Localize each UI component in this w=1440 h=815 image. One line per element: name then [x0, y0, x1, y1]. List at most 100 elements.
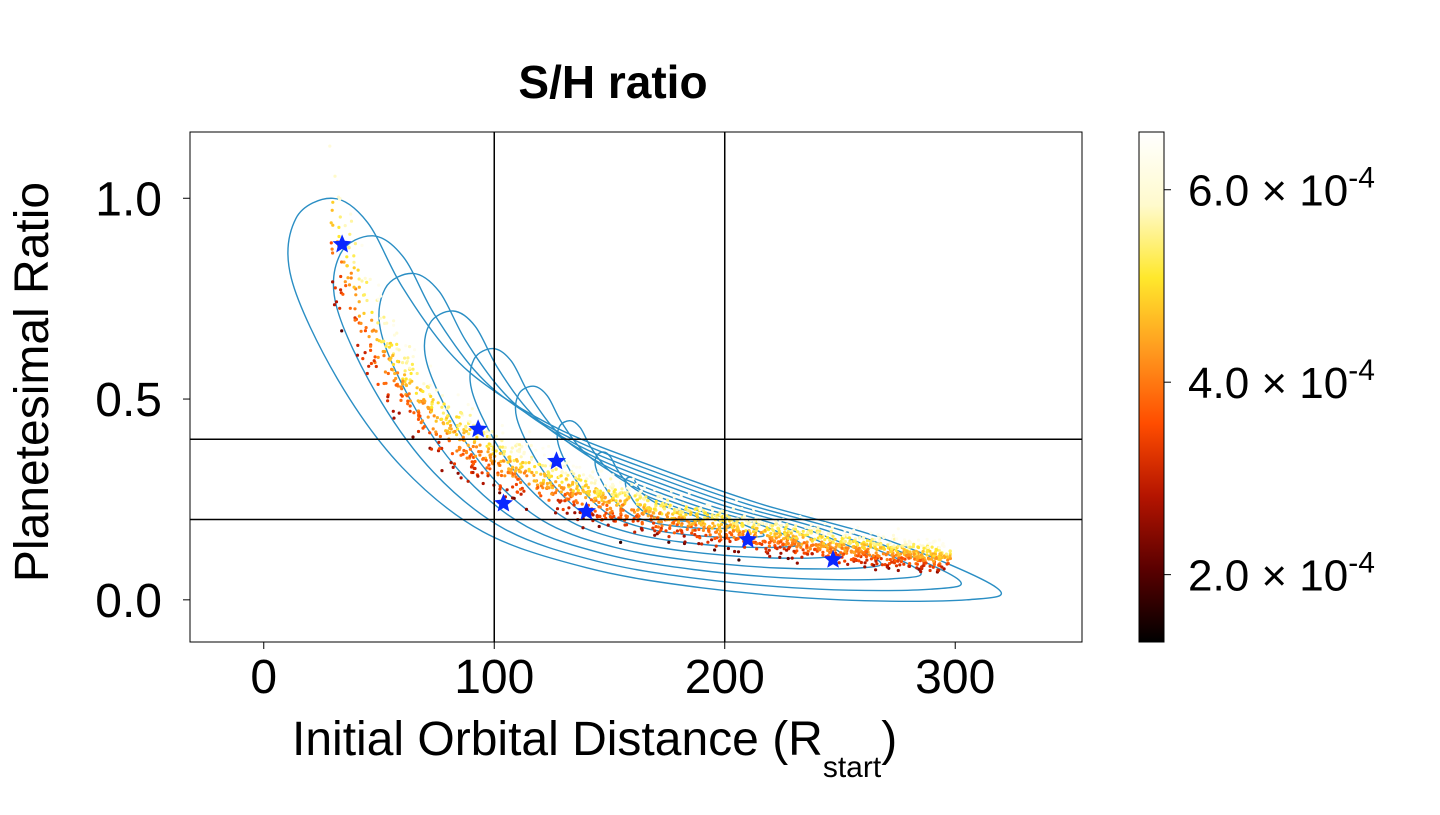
scatter-point [468, 413, 472, 417]
scatter-point [512, 459, 516, 463]
scatter-point [937, 538, 942, 542]
scatter-point [935, 548, 939, 552]
scatter-point [919, 570, 923, 574]
scatter-point [638, 496, 642, 500]
scatter-point [735, 498, 739, 502]
scatter-point [872, 563, 876, 568]
scatter-point [816, 525, 820, 530]
scatter-point [891, 533, 896, 538]
scatter-point [639, 489, 643, 493]
scatter-point [716, 523, 720, 527]
scatter-point [829, 529, 833, 533]
scatter-point [392, 333, 397, 337]
scatter-point [525, 474, 529, 478]
scatter-point [908, 562, 912, 566]
scatter-point [879, 543, 883, 547]
scatter-point [621, 503, 625, 507]
scatter-point [435, 388, 439, 392]
scatter-point [478, 443, 482, 447]
scatter-point [355, 353, 360, 357]
scatter-point [688, 512, 693, 517]
scatter-point [659, 504, 664, 508]
scatter-point [498, 484, 502, 488]
scatter-point [434, 430, 438, 434]
highlight-star-marker [494, 493, 513, 512]
scatter-point [839, 551, 843, 555]
scatter-point [760, 521, 764, 525]
scatter-point [907, 542, 911, 546]
scatter-point [786, 542, 790, 546]
scatter-point [369, 348, 373, 352]
scatter-point [379, 294, 383, 298]
scatter-point [701, 528, 706, 533]
scatter-point [399, 385, 403, 389]
contour-line-level-3 [378, 272, 922, 581]
scatter-point [614, 494, 618, 498]
scatter-point [925, 550, 929, 554]
scatter-point [802, 551, 806, 555]
scatter-point [453, 429, 457, 434]
scatter-point [800, 542, 804, 546]
contour-line-level-8 [594, 451, 732, 530]
scatter-point [421, 426, 425, 430]
scatter-point [421, 389, 425, 394]
scatter-point [563, 499, 567, 503]
scatter-point [488, 467, 492, 471]
scatter-point [383, 370, 387, 374]
scatter-point [589, 498, 594, 502]
scatter-point [339, 274, 343, 279]
scatter-point [921, 549, 925, 553]
scatter-point [624, 514, 628, 518]
scatter-point [565, 491, 570, 495]
scatter-point [806, 530, 810, 534]
scatter-point [472, 440, 476, 445]
scatter-point [535, 483, 540, 487]
scatter-point [360, 243, 364, 247]
scatter-point [896, 559, 900, 563]
scatter-point [801, 548, 805, 552]
scatter-point [357, 285, 361, 289]
scatter-point [846, 533, 850, 538]
scatter-point [442, 422, 446, 426]
scatter-point [520, 486, 524, 490]
scatter-point [449, 423, 453, 428]
scatter-point [370, 310, 374, 314]
scatter-point [808, 525, 812, 529]
scatter-point [644, 495, 648, 499]
scatter-point [401, 379, 405, 383]
scatter-point [842, 543, 846, 547]
scatter-point [349, 219, 354, 223]
scatter-point [600, 495, 605, 500]
scatter-point [568, 493, 572, 497]
scatter-point [515, 459, 519, 463]
scatter-point [427, 406, 431, 410]
scatter-point [928, 564, 932, 568]
scatter-point [619, 540, 623, 545]
scatter-point [782, 547, 786, 551]
scatter-point [702, 526, 706, 530]
scatter-point [882, 547, 887, 551]
highlight-star-marker [576, 501, 596, 520]
scatter-point [369, 344, 373, 348]
scatter-point [869, 557, 874, 561]
scatter-point [705, 513, 710, 517]
scatter-point [915, 555, 919, 559]
scatter-point [513, 472, 517, 476]
scatter-point [455, 433, 459, 437]
scatter-point [363, 351, 367, 355]
scatter-point [543, 464, 548, 468]
scatter-point [466, 443, 470, 447]
scatter-point [652, 516, 656, 520]
scatter-point [403, 356, 407, 360]
scatter-point [347, 283, 352, 287]
scatter-point [408, 345, 412, 349]
scatter-point [654, 525, 658, 529]
scatter-point [386, 399, 390, 403]
scatter-point [478, 453, 482, 457]
scatter-point [518, 466, 523, 470]
scatter-point [407, 392, 411, 396]
scatter-point [776, 526, 780, 531]
scatter-point [456, 393, 460, 397]
scatter-point [418, 414, 422, 418]
scatter-point [462, 428, 466, 432]
